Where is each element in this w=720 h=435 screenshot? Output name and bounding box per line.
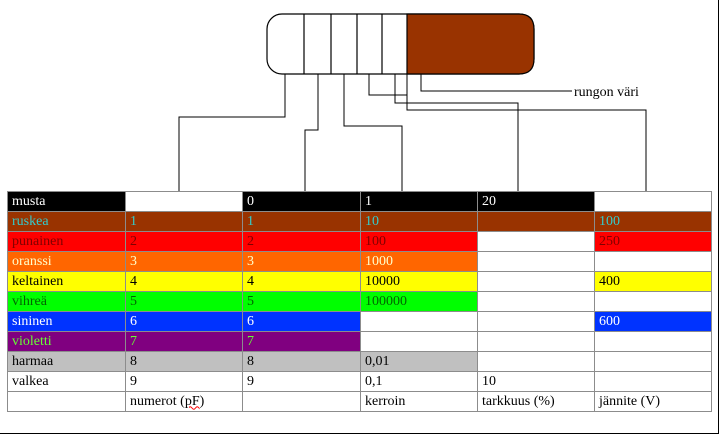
table-footer-row: numerot (pF) kerroin tarkkuus (%) jännite (…	[7, 391, 712, 412]
leader-voltage	[406, 74, 647, 192]
multiplier-cell: 10	[360, 211, 478, 232]
tolerance-cell	[477, 291, 595, 312]
voltage-cell: 100	[594, 211, 712, 232]
second-digit-cell: 5	[242, 291, 361, 312]
table-row-valkea: valkea 9 9 0,1 10	[7, 371, 712, 392]
voltage-cell	[594, 191, 712, 212]
tolerance-cell	[477, 211, 595, 232]
column-caption: jännite (V)	[594, 391, 712, 412]
tolerance-cell: 10	[477, 371, 595, 392]
table-row-punainen: punainen 2 2 100 250	[7, 231, 712, 252]
capacitor-body-colour	[406, 13, 535, 75]
second-digit-cell: 8	[242, 351, 361, 372]
table-row-violetti: violetti 7 7	[7, 331, 712, 352]
colour-name-cell: sininen	[7, 311, 126, 332]
leader-body	[420, 74, 572, 92]
first-digit-cell: 3	[125, 251, 243, 272]
first-digit-cell: 8	[125, 351, 243, 372]
multiplier-cell	[360, 331, 478, 352]
colour-name-cell: ruskea	[7, 211, 126, 232]
multiplier-cell	[360, 311, 478, 332]
second-digit-cell: 7	[242, 331, 361, 352]
colour-code-table: musta 0 1 20 ruskea 1 1 10 100 punainen 2 2 100 250 or…	[7, 191, 712, 412]
tolerance-cell	[477, 251, 595, 272]
first-digit-cell: 6	[125, 311, 243, 332]
leader-band-2	[304, 74, 319, 192]
tolerance-cell	[477, 311, 595, 332]
second-digit-cell: 4	[242, 271, 361, 292]
multiplier-cell: 10000	[360, 271, 478, 292]
voltage-cell	[594, 351, 712, 372]
colour-name-cell: violetti	[7, 331, 126, 352]
table-row-harmaa: harmaa 8 8 0,01	[7, 351, 712, 372]
first-digit-cell: 7	[125, 331, 243, 352]
multiplier-cell: 100000	[360, 291, 478, 312]
table-row-sininen: sininen 6 6 600	[7, 311, 712, 332]
voltage-cell	[594, 291, 712, 312]
second-digit-cell: 2	[242, 231, 361, 252]
capacitor-diagram: rungon väri	[178, 13, 647, 192]
column-caption	[7, 391, 126, 412]
multiplier-cell: 0,1	[360, 371, 478, 392]
first-digit-cell: 1	[125, 211, 243, 232]
tolerance-cell: 20	[477, 191, 595, 212]
table-row-ruskea: ruskea 1 1 10 100	[7, 211, 712, 232]
colour-name-cell: harmaa	[7, 351, 126, 372]
voltage-cell: 250	[594, 231, 712, 252]
second-digit-cell: 9	[242, 371, 361, 392]
column-caption: kerroin	[360, 391, 478, 412]
voltage-cell: 400	[594, 271, 712, 292]
multiplier-cell: 0,01	[360, 351, 478, 372]
body-colour-label: rungon väri	[574, 85, 639, 100]
leader-band-4b	[394, 74, 519, 192]
leader-band-3	[343, 74, 403, 192]
colour-code-rows: musta 0 1 20 ruskea 1 1 10 100 punainen 2 2 100 250 or…	[7, 191, 712, 412]
second-digit-cell: 1	[242, 211, 361, 232]
tolerance-cell	[477, 351, 595, 372]
second-digit-cell: 3	[242, 251, 361, 272]
table-row-oranssi: oranssi 3 3 1000	[7, 251, 712, 272]
second-digit-cell: 6	[242, 311, 361, 332]
column-caption	[242, 391, 361, 412]
column-caption: tarkkuus (%)	[477, 391, 595, 412]
column-caption: numerot (pF)	[125, 391, 243, 412]
tolerance-cell	[477, 331, 595, 352]
voltage-cell	[594, 331, 712, 352]
colour-name-cell: keltainen	[7, 271, 126, 292]
multiplier-cell: 1	[360, 191, 478, 212]
colour-name-cell: vihreä	[7, 291, 126, 312]
multiplier-cell: 100	[360, 231, 478, 252]
table-row-vihrea: vihreä 5 5 100000	[7, 291, 712, 312]
voltage-cell: 600	[594, 311, 712, 332]
colour-name-cell: musta	[7, 191, 126, 212]
first-digit-cell: 2	[125, 231, 243, 252]
leader-band-4	[368, 74, 407, 96]
voltage-cell	[594, 371, 712, 392]
tolerance-cell	[477, 231, 595, 252]
first-digit-cell	[125, 191, 243, 212]
second-digit-cell: 0	[242, 191, 361, 212]
colour-name-cell: punainen	[7, 231, 126, 252]
tolerance-cell	[477, 271, 595, 292]
voltage-cell	[594, 251, 712, 272]
first-digit-cell: 9	[125, 371, 243, 392]
first-digit-cell: 5	[125, 291, 243, 312]
table-row-musta: musta 0 1 20	[7, 191, 712, 212]
first-digit-cell: 4	[125, 271, 243, 292]
table-row-keltainen: keltainen 4 4 10000 400	[7, 271, 712, 292]
colour-name-cell: valkea	[7, 371, 126, 392]
multiplier-cell: 1000	[360, 251, 478, 272]
leader-band-1	[178, 74, 286, 192]
colour-name-cell: oranssi	[7, 251, 126, 272]
